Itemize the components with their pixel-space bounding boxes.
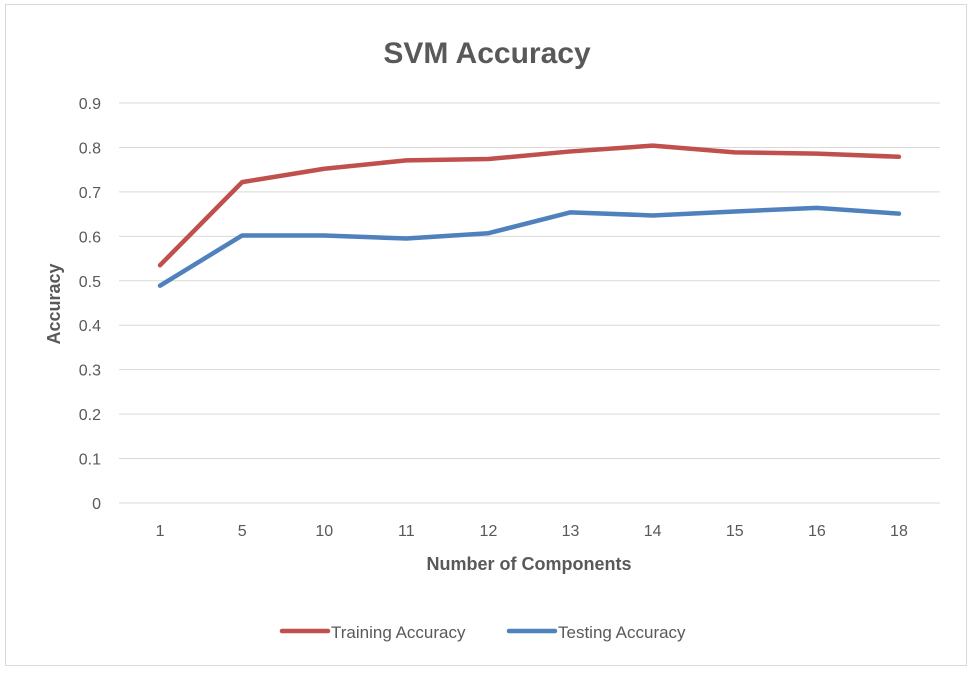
series-line-testing <box>157 205 902 288</box>
chart-title: SVM Accuracy <box>383 37 591 70</box>
x-axis-ticks: 1 5 10 11 12 13 14 15 16 18 <box>156 523 908 540</box>
x-tick-label: 16 <box>808 523 826 540</box>
series-lines <box>157 143 902 288</box>
legend-item-testing: Testing Accuracy <box>506 623 686 642</box>
x-tick-label: 12 <box>480 523 498 540</box>
x-tick-label: 15 <box>726 523 744 540</box>
y-tick-label: 0.9 <box>79 96 101 113</box>
x-tick-label: 18 <box>890 523 908 540</box>
y-tick-label: 0.2 <box>79 407 101 424</box>
y-axis-ticks: 0 0.1 0.2 0.3 0.4 0.5 0.6 0.7 0.8 0.9 <box>79 96 101 513</box>
gridlines <box>119 102 940 504</box>
legend-label: Testing Accuracy <box>558 623 686 642</box>
x-tick-label: 10 <box>315 523 333 540</box>
y-tick-label: 0.7 <box>79 185 101 202</box>
y-tick-label: 0.6 <box>79 229 101 246</box>
y-tick-label: 0.8 <box>79 140 101 157</box>
y-axis-title: Accuracy <box>44 263 64 344</box>
x-tick-label: 14 <box>644 523 662 540</box>
chart-frame <box>5 4 967 666</box>
x-tick-label: 13 <box>562 523 580 540</box>
x-tick-label: 1 <box>156 523 165 540</box>
x-axis-title: Number of Components <box>427 554 632 574</box>
legend-label: Training Accuracy <box>331 623 466 642</box>
y-tick-label: 0.4 <box>79 318 101 335</box>
series-line-training <box>157 143 902 268</box>
x-tick-label: 5 <box>238 523 247 540</box>
legend-item-training: Training Accuracy <box>279 623 466 642</box>
legend: Training Accuracy Testing Accuracy <box>279 623 686 642</box>
y-tick-label: 0 <box>92 496 101 513</box>
y-tick-label: 0.5 <box>79 274 101 291</box>
y-tick-label: 0.3 <box>79 363 101 380</box>
y-tick-label: 0.1 <box>79 452 101 469</box>
x-tick-label: 11 <box>398 523 415 540</box>
